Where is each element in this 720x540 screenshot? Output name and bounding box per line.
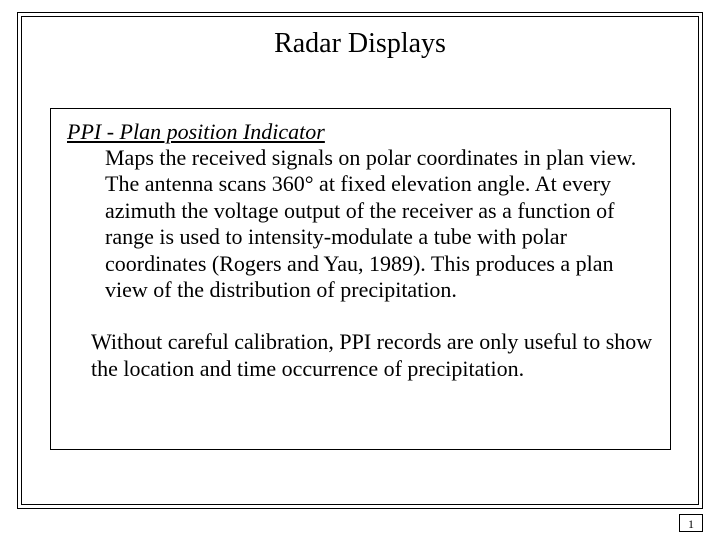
page-number: 1 — [679, 514, 703, 532]
spacer — [67, 303, 654, 329]
paragraph-2: Without careful calibration, PPI records… — [67, 329, 654, 382]
page-title: Radar Displays — [0, 28, 720, 60]
content-box: PPI - Plan position Indicator Maps the r… — [50, 108, 671, 450]
paragraph-1: Maps the received signals on polar coord… — [67, 145, 654, 303]
subtitle: PPI - Plan position Indicator — [67, 119, 654, 145]
